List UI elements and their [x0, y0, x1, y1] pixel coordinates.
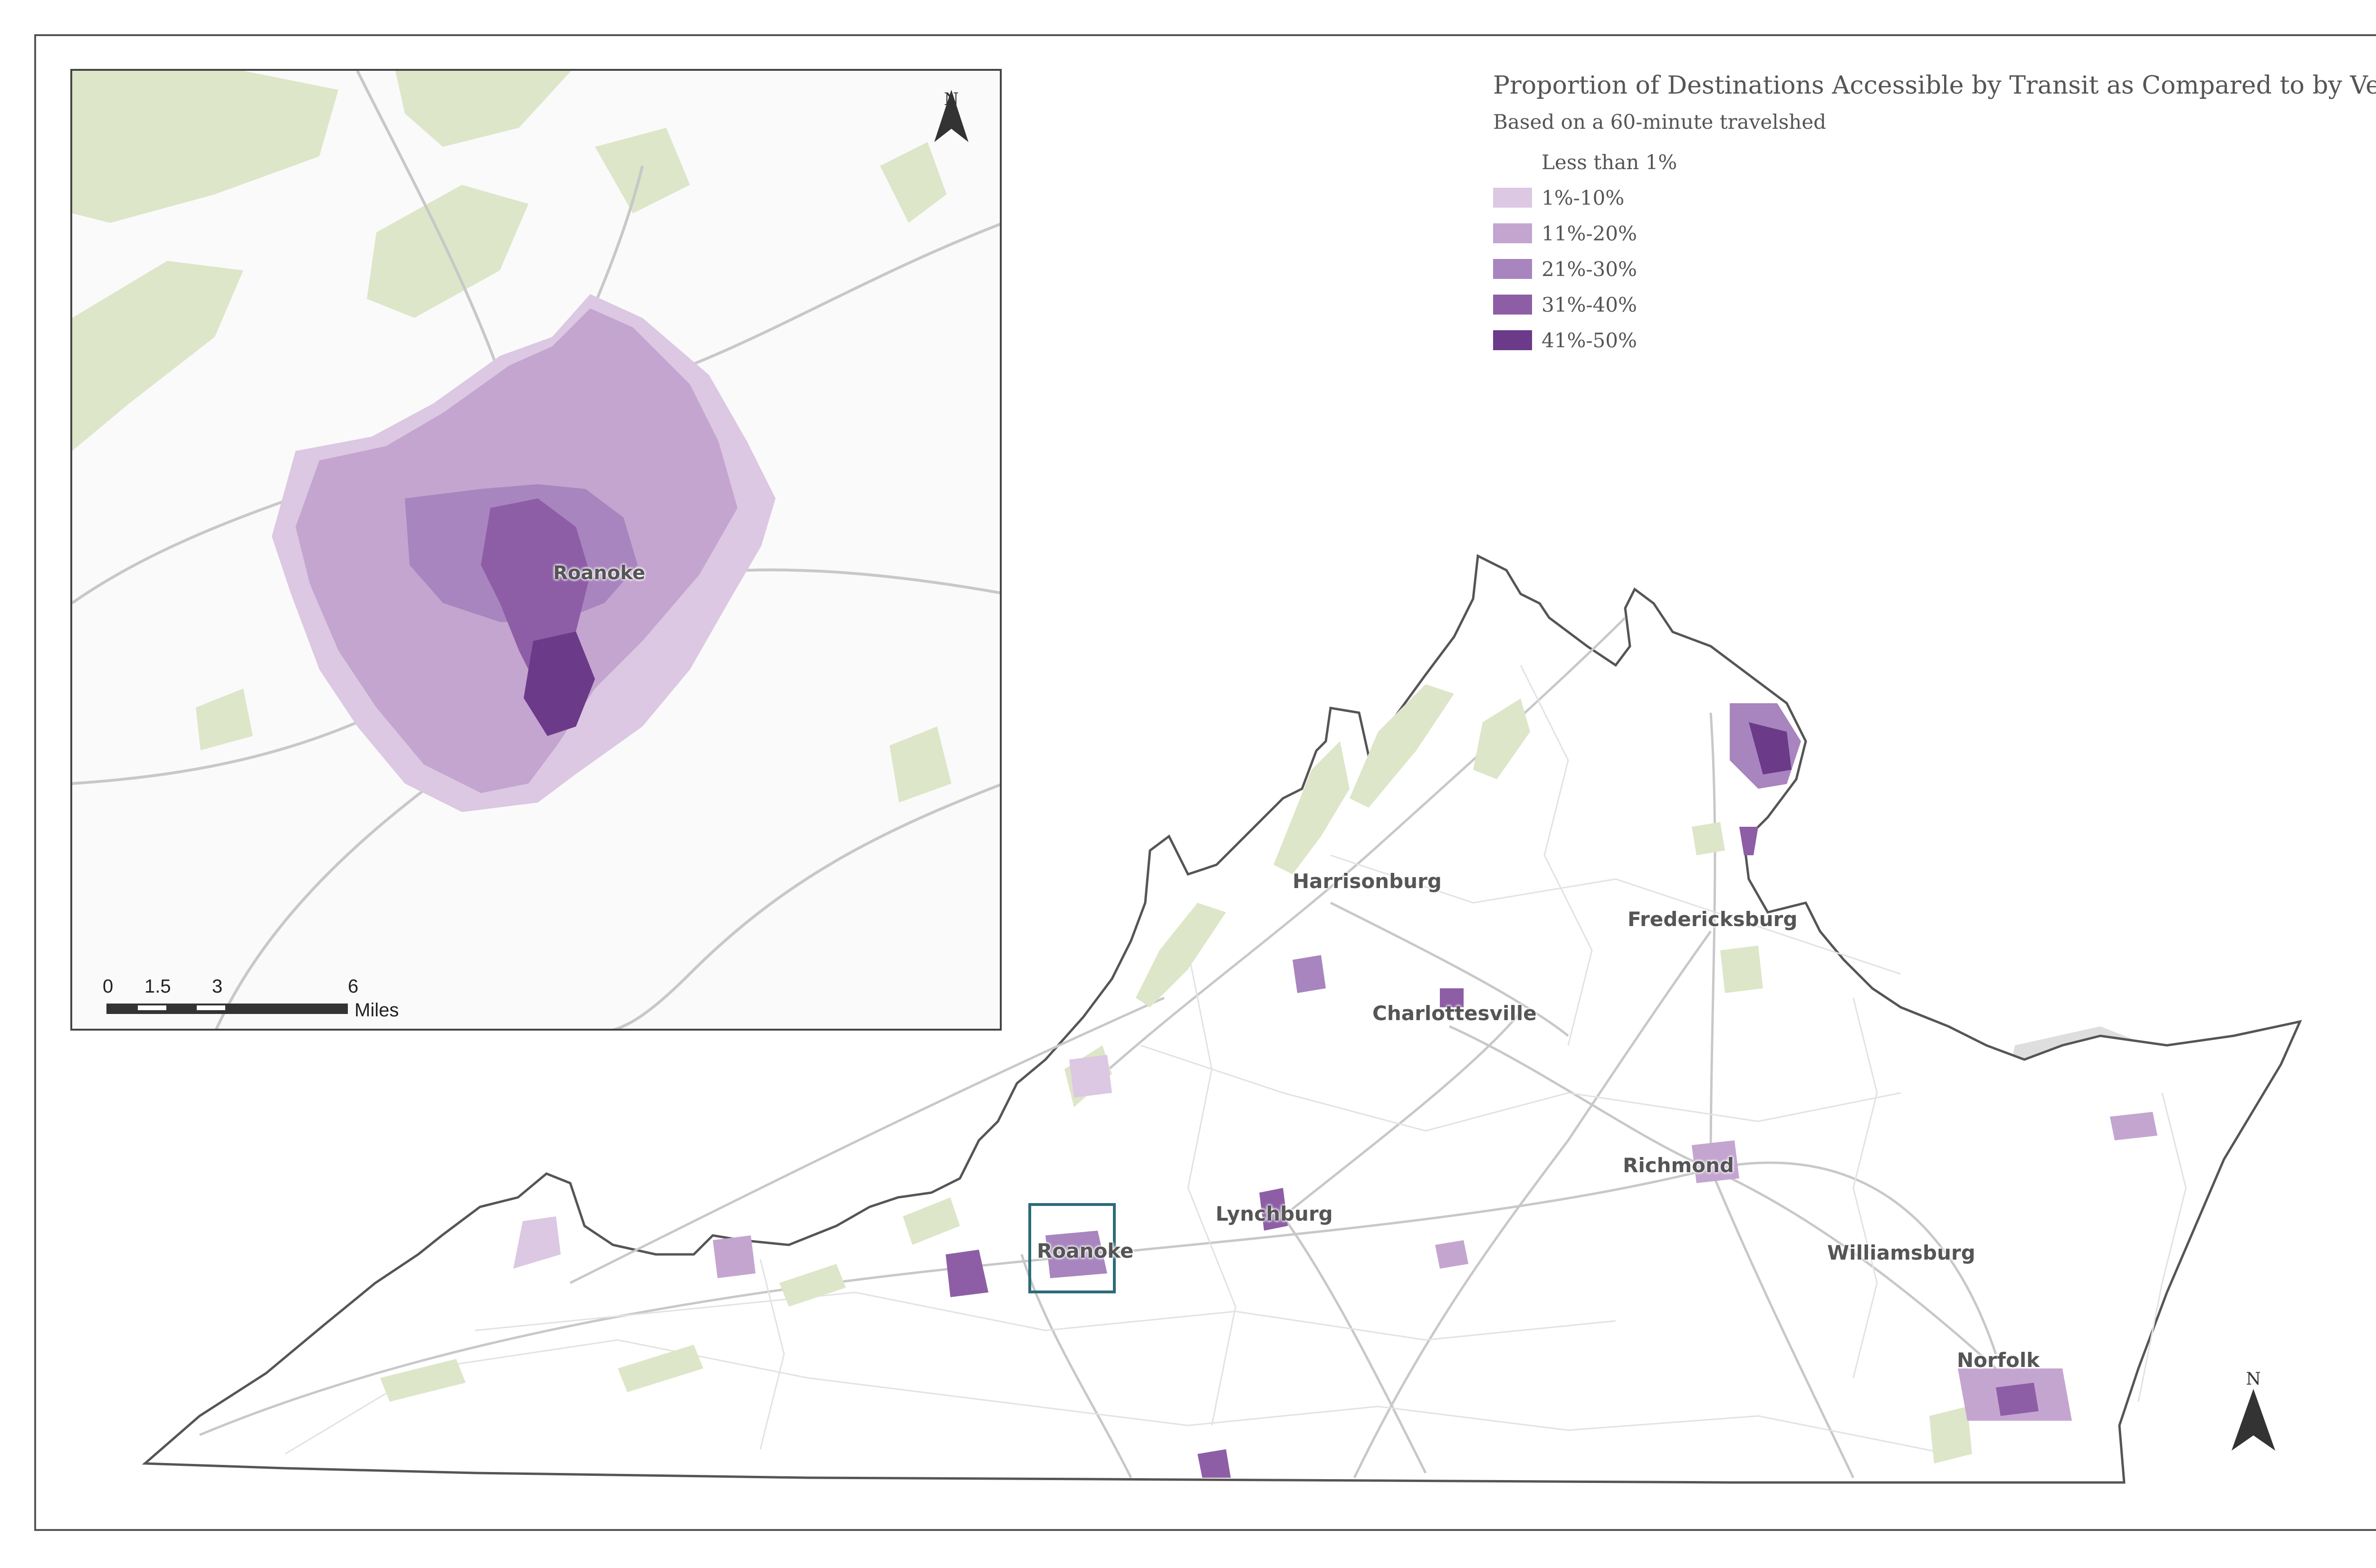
main-north-arrow: N: [2230, 1369, 2277, 1453]
legend-item: Less than 1%: [1493, 150, 1677, 174]
city-label-harrisonburg: Harrisonburg: [1293, 870, 1442, 893]
inset-map-roanoke: Roanoke 0 1.5 3 6 Miles N: [70, 69, 1002, 1031]
legend-title: Proportion of Destinations Accessible by…: [1493, 71, 2376, 100]
legend-item: 21%-30%: [1493, 257, 1637, 281]
north-arrow-icon: [934, 90, 968, 142]
legend-item: 1%-10%: [1493, 186, 1625, 210]
inset-transit-areas: [272, 294, 776, 812]
north-arrow-icon: [2232, 1389, 2275, 1451]
legend-swatch: [1493, 330, 1532, 350]
legend-swatch: [1493, 295, 1532, 315]
scale-bar: 0 1.5 3 6 Miles: [103, 976, 468, 1021]
scale-unit-label: Miles: [354, 1000, 399, 1021]
legend-item: 11%-20%: [1493, 221, 1637, 245]
city-label-williamsburg: Williamsburg: [1827, 1241, 1975, 1264]
park-areas: [380, 684, 1972, 1463]
city-label-fredericksburg: Fredericksburg: [1628, 908, 1798, 931]
legend-item: 41%-50%: [1493, 328, 1637, 352]
inset-map-canvas: [72, 71, 1000, 1029]
inset-north-arrow: N: [932, 90, 970, 142]
transit-access-areas: [513, 703, 2157, 1478]
minor-roads: [285, 665, 2187, 1455]
city-label-richmond: Richmond: [1623, 1154, 1734, 1177]
inset-locator-box: [1028, 1203, 1116, 1293]
legend-swatch: [1493, 188, 1532, 208]
city-label-roanoke: Roanoke: [1037, 1239, 1134, 1262]
legend-swatch: [1493, 152, 1532, 172]
map-legend: Proportion of Destinations Accessible by…: [1493, 71, 2376, 352]
map-frame: [34, 34, 2376, 1531]
legend-item: 31%-40%: [1493, 293, 1637, 316]
legend-label: Less than 1%: [1542, 150, 1677, 174]
scale-tick-6: 6: [348, 976, 359, 997]
inset-city-label-roanoke: Roanoke: [553, 562, 645, 584]
legend-label: 31%-40%: [1542, 293, 1637, 316]
scale-tick-0: 0: [103, 976, 114, 997]
scale-tick-3: 3: [212, 976, 223, 997]
city-label-charlottesville: Charlottesville: [1372, 1002, 1537, 1025]
city-label-lynchburg: Lynchburg: [1216, 1202, 1333, 1225]
legend-label: 41%-50%: [1542, 328, 1637, 352]
legend-label: 21%-30%: [1542, 257, 1637, 281]
main-north-letter: N: [2246, 1369, 2261, 1389]
legend-swatch: [1493, 259, 1532, 279]
legend-swatch: [1493, 223, 1532, 243]
city-label-norfolk: Norfolk: [1957, 1348, 2040, 1372]
legend-label: 1%-10%: [1542, 186, 1625, 210]
scale-tick-1-5: 1.5: [144, 976, 171, 997]
legend-subtitle: Based on a 60-minute travelshed: [1493, 110, 1827, 134]
road-network: [199, 617, 1997, 1479]
scale-bar-graphic: [106, 1004, 348, 1014]
legend-label: 11%-20%: [1542, 221, 1637, 245]
